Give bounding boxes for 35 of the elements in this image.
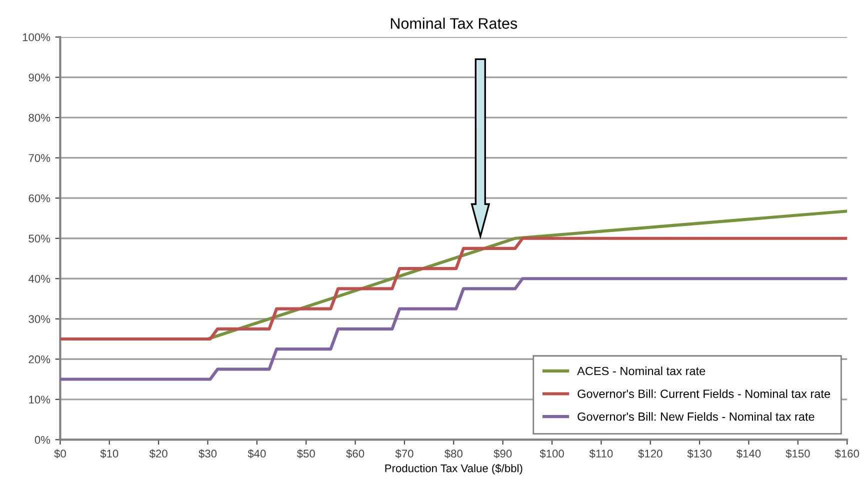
x-tick-label: $60 <box>346 449 364 458</box>
chart-title: Nominal Tax Rates <box>390 18 518 29</box>
y-tick-label: 40% <box>28 274 50 283</box>
x-tick-label: $50 <box>296 449 315 458</box>
y-tick-label: 100% <box>22 33 50 42</box>
x-tick-label: $20 <box>149 449 168 458</box>
x-tick-label: $110 <box>589 449 613 458</box>
x-tick-label: $70 <box>395 449 414 458</box>
y-tick-label: 20% <box>28 355 50 364</box>
x-tick-label: $90 <box>494 449 512 458</box>
y-tick-label: 30% <box>28 315 50 324</box>
line-series <box>60 236 848 341</box>
x-axis-title: Production Tax Value ($/bbl) <box>385 464 522 474</box>
y-tick-label: 90% <box>28 74 50 82</box>
legend-label: Governor's Bill: New Fields - Nominal tax rate <box>578 412 814 421</box>
y-tick-label: 70% <box>28 154 50 162</box>
legend-label: Governor's Bill: Current Fields - Nominal tax rate <box>578 389 830 398</box>
y-tick-label: 50% <box>28 234 50 242</box>
x-tick-label: $0 <box>54 449 66 458</box>
x-tick-label: $130 <box>687 449 712 458</box>
x-tick-label: $150 <box>786 449 810 458</box>
y-tick-label: 60% <box>28 194 50 202</box>
y-tick-label: 10% <box>29 396 50 404</box>
x-tick-label: $30 <box>198 449 217 458</box>
x-tick-label: $120 <box>638 449 662 458</box>
legend-label: ACES - Nominal tax rate <box>577 366 706 376</box>
x-tick-label: $80 <box>444 449 462 458</box>
x-tick-label: $160 <box>834 449 860 458</box>
y-tick-label: 80% <box>28 114 50 122</box>
x-tick-label: $140 <box>736 449 761 458</box>
line-series <box>60 277 848 381</box>
x-tick-label: $10 <box>100 449 118 458</box>
x-tick-label: $100 <box>540 449 564 458</box>
y-tick-label: 0% <box>34 436 50 444</box>
x-tick-label: $40 <box>248 449 266 458</box>
